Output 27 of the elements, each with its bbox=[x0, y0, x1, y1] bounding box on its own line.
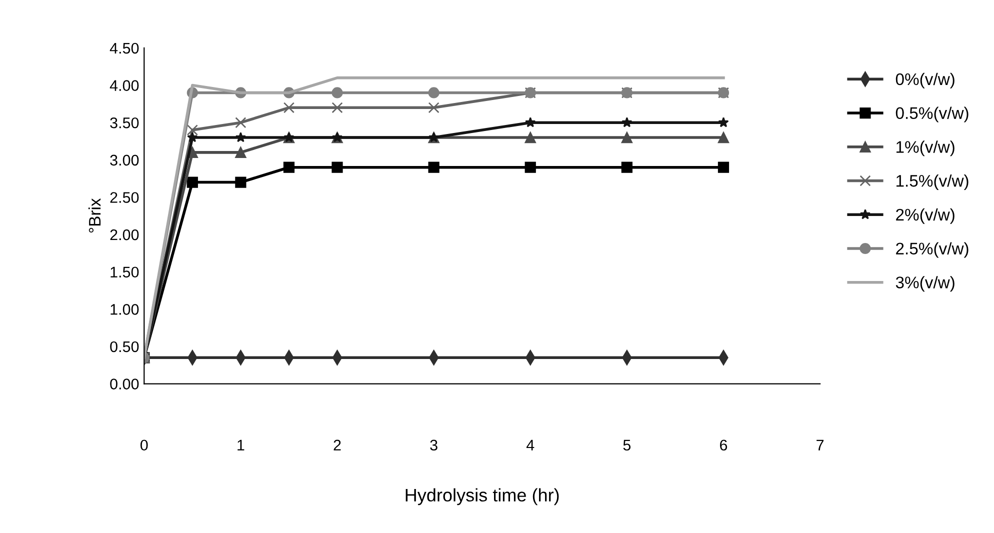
legend-label: 2%(v/w) bbox=[896, 208, 954, 224]
y-tick-label: 1.50 bbox=[110, 266, 139, 278]
x-tick-label: 3 bbox=[430, 440, 438, 451]
y-tick-label: 3.00 bbox=[110, 154, 139, 166]
legend-label: 1%(v/w) bbox=[896, 140, 954, 156]
x-tick-label: 6 bbox=[720, 440, 728, 451]
x-tick-label: 7 bbox=[816, 440, 824, 450]
x-tick-label: 5 bbox=[623, 440, 631, 451]
y-tick-label: 4.50 bbox=[110, 42, 139, 54]
legend-label: 0%(v/w) bbox=[896, 72, 954, 88]
legend-label: 0.5%(v/w) bbox=[896, 106, 968, 122]
legend-label: 2.5%(v/w) bbox=[896, 242, 968, 258]
x-tick-label: 1 bbox=[238, 440, 244, 450]
y-axis-title: °Brix bbox=[88, 198, 101, 233]
y-tick-label: 2.00 bbox=[110, 229, 139, 240]
x-tick-label: 0 bbox=[140, 440, 148, 451]
legend-label: 1.5%(v/w) bbox=[896, 174, 968, 190]
y-tick-label: 0.00 bbox=[110, 378, 139, 390]
x-axis-title: Hydrolysis time (hr) bbox=[406, 488, 559, 506]
x-tick-label: 4 bbox=[526, 440, 534, 450]
y-tick-label: 0.50 bbox=[110, 341, 139, 352]
y-tick-label: 2.50 bbox=[110, 192, 139, 203]
x-tick-label: 2 bbox=[334, 440, 341, 450]
y-tick-label: 3.50 bbox=[110, 117, 139, 128]
y-tick-label: 4.00 bbox=[110, 80, 139, 91]
y-tick-label: 1.00 bbox=[110, 304, 139, 315]
legend-label: 3%(v/w) bbox=[896, 276, 954, 292]
